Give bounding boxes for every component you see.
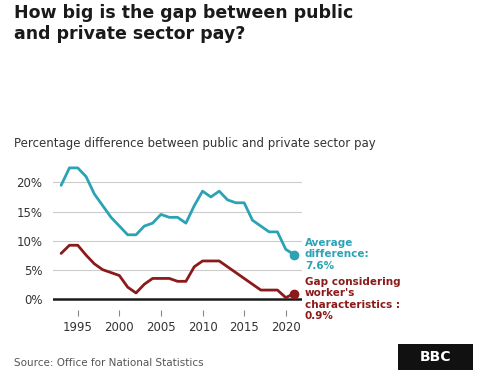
Text: Gap considering
worker's
characteristics :
0.9%: Gap considering worker's characteristics… <box>305 277 400 322</box>
Text: Source: Office for National Statistics: Source: Office for National Statistics <box>14 358 204 368</box>
Text: Percentage difference between public and private sector pay: Percentage difference between public and… <box>14 137 376 150</box>
Text: Average
difference:
7.6%: Average difference: 7.6% <box>305 238 370 271</box>
Text: BBC: BBC <box>420 350 451 364</box>
Text: How big is the gap between public
and private sector pay?: How big is the gap between public and pr… <box>14 4 354 43</box>
